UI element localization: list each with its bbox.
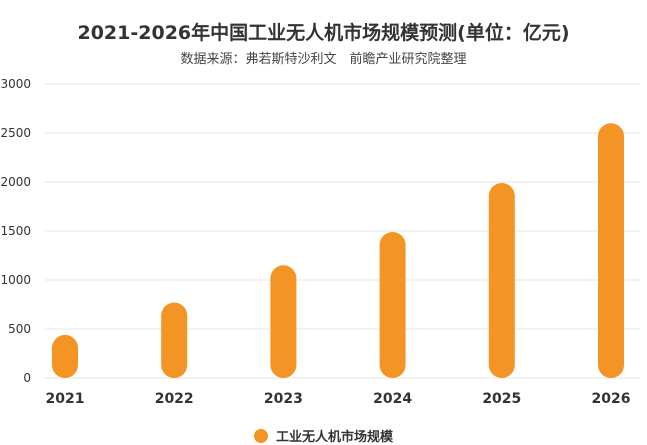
gridlines	[45, 83, 640, 379]
x-axis-ticks: 2021 2022 2023 2024 2025 2026	[46, 391, 631, 407]
y-tick-label: 500	[8, 322, 31, 336]
bar-2023	[270, 265, 297, 378]
y-tick-label: 0	[23, 371, 31, 385]
bar-2025	[488, 182, 515, 378]
y-tick-label: 2000	[0, 175, 31, 189]
bar-2026	[598, 123, 624, 378]
y-tick-label: 1000	[0, 273, 31, 287]
y-tick-label: 2500	[0, 126, 31, 140]
chart-title: 2021-2026年中国工业无人机市场规模预测(单位：亿元)	[77, 22, 570, 44]
y-tick-label: 1500	[0, 224, 31, 238]
bar-2024	[379, 231, 406, 378]
chart-subtitle: 数据来源：弗若斯特沙利文 前瞻产业研究院整理	[180, 52, 467, 67]
x-tick-label: 2026	[592, 391, 631, 407]
bar-2022	[161, 302, 188, 378]
legend: 工业无人机市场规模	[0, 426, 647, 445]
y-axis-ticks: 0 500 1000 1500 2000 2500 3000	[0, 77, 31, 385]
x-tick-label: 2025	[482, 391, 521, 407]
x-tick-label: 2024	[373, 391, 412, 407]
y-tick-label: 3000	[0, 77, 31, 91]
legend-swatch	[253, 428, 268, 443]
x-tick-label: 2021	[46, 391, 85, 407]
bar-2021	[52, 334, 78, 378]
x-tick-label: 2022	[155, 391, 194, 407]
legend-label: 工业无人机市场规模	[275, 430, 393, 445]
x-tick-label: 2023	[264, 391, 303, 407]
bars	[52, 123, 624, 378]
